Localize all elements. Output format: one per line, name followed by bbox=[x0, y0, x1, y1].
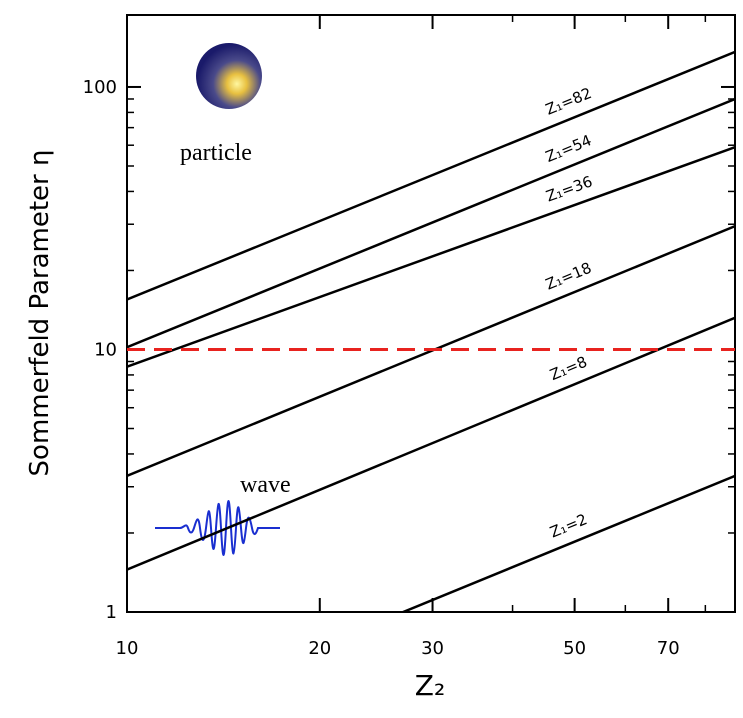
annotation: particle bbox=[180, 140, 252, 166]
x-tick-label: 30 bbox=[421, 638, 444, 659]
y-tick-label: 100 bbox=[83, 77, 117, 98]
x-tick-label: 50 bbox=[563, 638, 586, 659]
x-tick-label: 10 bbox=[116, 638, 139, 659]
y-axis-label: Sommerfeld Parameter η bbox=[25, 150, 55, 477]
series-line bbox=[127, 224, 735, 478]
plot-area bbox=[127, 50, 735, 612]
x-axis-label: Z₂ bbox=[415, 669, 445, 702]
y-tick-label: 10 bbox=[94, 339, 117, 360]
x-tick-label: 70 bbox=[657, 638, 680, 659]
series-line bbox=[127, 50, 735, 301]
y-tick-label: 1 bbox=[106, 602, 117, 623]
series-line bbox=[127, 145, 735, 368]
series-label: Z₁=2 bbox=[547, 510, 589, 541]
x-tick-label: 20 bbox=[308, 638, 331, 659]
annotation: wave bbox=[240, 472, 291, 498]
wave-icon bbox=[155, 500, 280, 556]
plot-frame bbox=[126, 14, 736, 613]
series-line bbox=[399, 474, 735, 612]
series-line bbox=[127, 316, 735, 571]
particle-icon bbox=[196, 43, 262, 109]
series-line bbox=[127, 97, 735, 349]
